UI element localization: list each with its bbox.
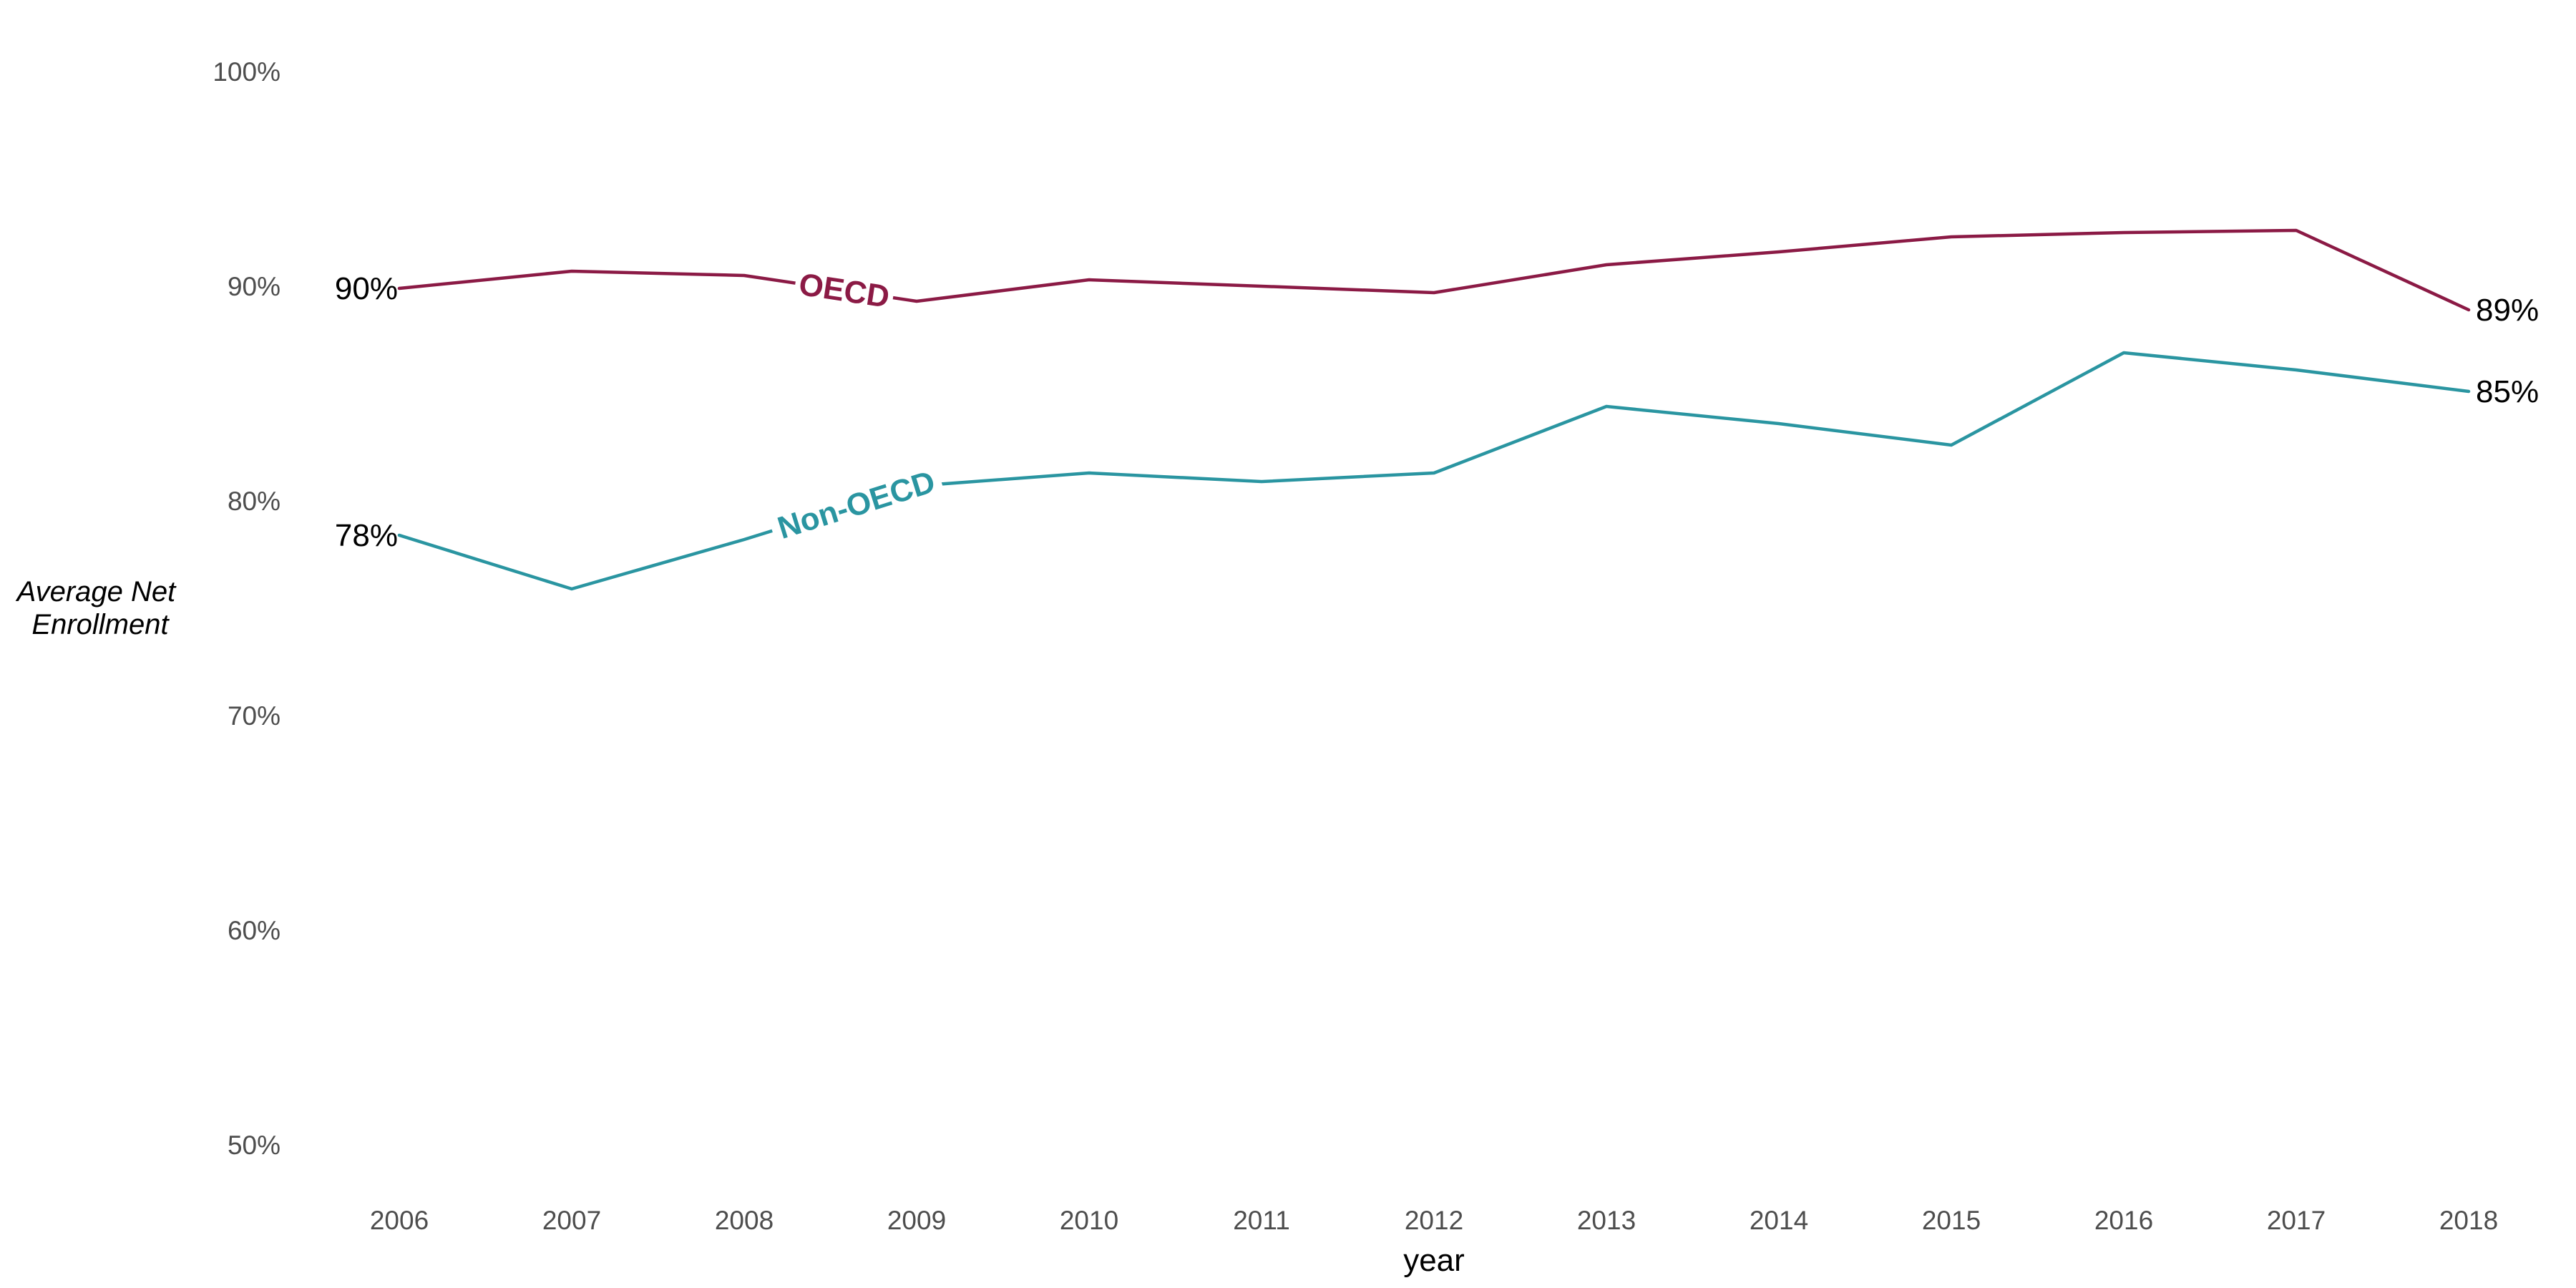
x-tick-label: 2006 — [370, 1206, 429, 1235]
y-axis-title: Average Net Enrollment — [16, 576, 184, 640]
series-labels: OECD Non-OECD — [766, 264, 946, 549]
y-axis-ticks: 50% 60% 70% 80% 90% 100% — [213, 57, 280, 1160]
series-line-non-oecd — [397, 351, 2471, 591]
x-tick-label: 2018 — [2439, 1206, 2498, 1235]
x-tick-label: 2014 — [1750, 1206, 1808, 1235]
y-tick-label: 50% — [228, 1131, 280, 1160]
x-tick-label: 2008 — [715, 1206, 774, 1235]
series-line-oecd — [397, 228, 2471, 312]
y-tick-label: 90% — [228, 272, 280, 301]
end-value-labels: 90% 89% 78% 85% — [335, 271, 2539, 553]
y-axis-title-line-1: Average Net — [16, 576, 177, 608]
x-axis-ticks: 2006 2007 2008 2009 2010 2011 2012 2013 2014 2015… — [370, 1206, 2498, 1235]
x-tick-label: 2017 — [2267, 1206, 2326, 1235]
start-value-label-non-oecd: 78% — [335, 518, 398, 553]
end-value-label-non-oecd: 85% — [2476, 374, 2539, 409]
series-label-group-non-oecd: Non-OECD — [766, 460, 946, 549]
series-lines — [397, 228, 2471, 591]
x-tick-label: 2007 — [542, 1206, 601, 1235]
x-tick-label: 2011 — [1233, 1206, 1290, 1235]
start-value-label-oecd: 90% — [335, 271, 398, 306]
x-tick-label: 2013 — [1577, 1206, 1636, 1235]
y-tick-label: 80% — [228, 487, 280, 516]
series-label-backing — [766, 460, 946, 549]
x-tick-label: 2012 — [1405, 1206, 1463, 1235]
y-tick-label: 100% — [213, 57, 280, 87]
x-tick-label: 2009 — [887, 1206, 946, 1235]
end-value-label-oecd: 89% — [2476, 293, 2539, 328]
y-tick-label: 70% — [228, 701, 280, 731]
series-label-non-oecd: Non-OECD — [774, 464, 940, 546]
y-tick-label: 60% — [228, 916, 280, 945]
x-tick-label: 2010 — [1060, 1206, 1118, 1235]
y-axis-title-line-2: Enrollment — [31, 609, 170, 640]
x-tick-label: 2015 — [1922, 1206, 1981, 1235]
series-label-oecd: OECD — [796, 267, 892, 315]
x-tick-label: 2016 — [2094, 1206, 2153, 1235]
series-label-backing — [792, 264, 896, 316]
x-axis-title: year — [1403, 1243, 1465, 1278]
series-label-group-oecd: OECD — [792, 264, 896, 316]
